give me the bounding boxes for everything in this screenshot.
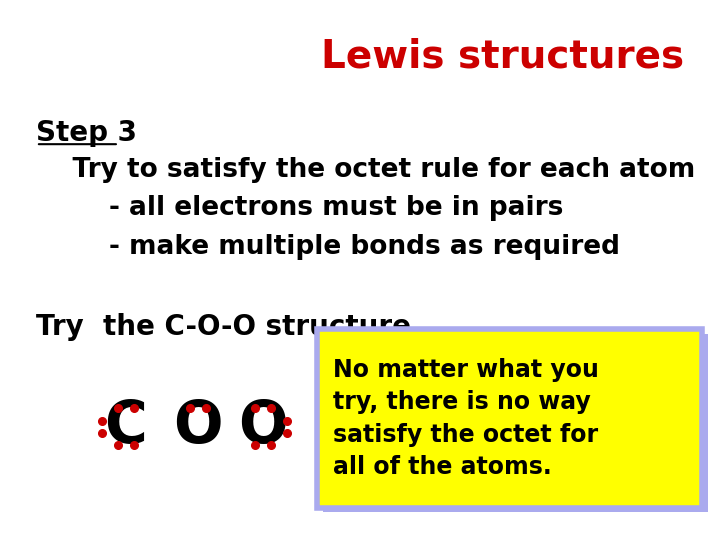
Text: Try  the C-O-O structure: Try the C-O-O structure (36, 313, 411, 341)
Text: C: C (104, 398, 148, 455)
Text: No matter what you
try, there is no way
satisfy the octet for
all of the atoms.: No matter what you try, there is no way … (333, 357, 598, 480)
Text: - all electrons must be in pairs: - all electrons must be in pairs (36, 195, 563, 221)
FancyBboxPatch shape (317, 329, 702, 508)
Text: - make multiple bonds as required: - make multiple bonds as required (36, 234, 620, 260)
Text: Step 3: Step 3 (36, 119, 137, 147)
Text: O: O (174, 398, 222, 455)
Text: Try to satisfy the octet rule for each atom: Try to satisfy the octet rule for each a… (36, 157, 696, 183)
FancyBboxPatch shape (323, 334, 708, 512)
Text: O: O (238, 398, 287, 455)
Text: Lewis structures: Lewis structures (321, 38, 684, 76)
